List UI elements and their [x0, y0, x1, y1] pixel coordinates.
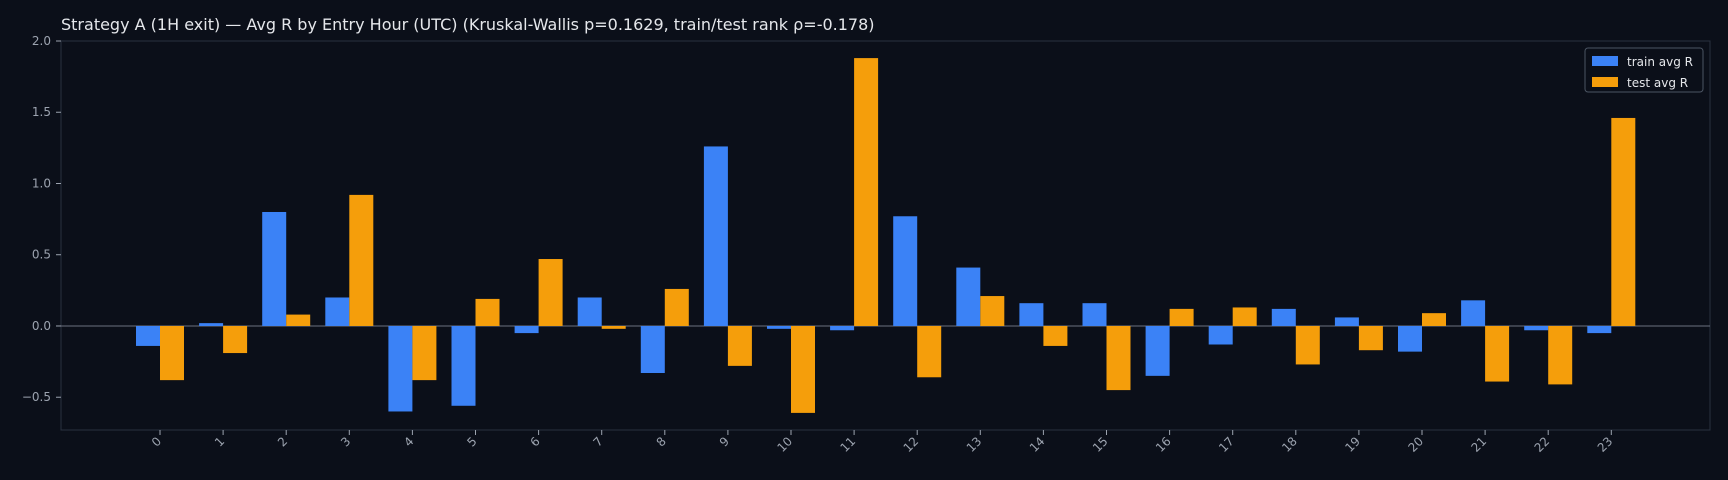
y-tick-label: 0.0	[32, 319, 51, 333]
x-tick-label: 21	[1469, 434, 1490, 455]
x-tick-label: 6	[527, 434, 542, 449]
x-tick-label: 22	[1532, 434, 1553, 455]
test-bar-hour-21	[1485, 325, 1510, 382]
y-tick-label: 0.5	[32, 248, 51, 262]
y-tick-label: 1.5	[32, 105, 51, 119]
train-bar-hour-10	[767, 325, 791, 329]
x-tick-label: 11	[838, 434, 859, 455]
x-tick-label: 4	[401, 434, 416, 449]
x-tick-label: 2	[275, 434, 290, 449]
y-tick-label: 1.0	[32, 176, 51, 190]
test-bar-hour-11	[854, 58, 879, 326]
x-tick-label: 14	[1027, 434, 1048, 455]
test-bar-hour-18	[1295, 325, 1320, 365]
train-bar-hour-14	[1019, 303, 1044, 326]
train-bar-hour-22	[1524, 325, 1549, 331]
train-bar-hour-20	[1398, 325, 1422, 352]
x-tick-label: 23	[1595, 434, 1616, 455]
train-bar-hour-6	[514, 325, 539, 334]
train-bar-hour-15	[1082, 303, 1107, 326]
test-bar-hour-16	[1169, 308, 1194, 326]
test-bar-hour-2	[286, 314, 311, 326]
train-bar-hour-23	[1587, 325, 1612, 334]
test-bar-hour-1	[223, 325, 248, 354]
test-bar-hour-10	[791, 325, 815, 413]
legend-swatch	[1592, 56, 1618, 66]
x-tick-label: 15	[1090, 434, 1111, 455]
test-bar-hour-8	[664, 288, 689, 326]
y-axis: −0.5 0.0 0.5 1.0 1.5 2.0	[22, 34, 61, 404]
test-bar-hour-22	[1548, 325, 1573, 385]
test-bar-hour-23	[1611, 117, 1636, 326]
x-axis: 0 1 2 3 4 5 6 7 8 9 10 11 12 13 14 15 16 17 18 19 20 21 22 23	[149, 430, 1616, 455]
x-tick-label: 9	[717, 434, 732, 449]
train-bar-hour-18	[1271, 308, 1296, 326]
test-bar-hour-0	[160, 325, 184, 381]
x-tick-label: 13	[964, 434, 985, 455]
legend-label: test avg R	[1627, 76, 1688, 90]
x-tick-label: 1	[212, 434, 227, 449]
test-bar-hour-5	[475, 298, 500, 326]
test-bar-hour-12	[917, 325, 942, 378]
x-tick-label: 8	[654, 434, 669, 449]
train-bar-hour-1	[199, 323, 224, 326]
test-bar-hour-6	[538, 259, 563, 326]
x-tick-label: 0	[149, 434, 164, 449]
x-tick-label: 16	[1153, 434, 1174, 455]
test-bar-hour-9	[727, 325, 752, 366]
train-bar-hour-0	[136, 325, 160, 346]
x-tick-label: 3	[338, 434, 353, 449]
train-bar-hour-12	[893, 216, 918, 326]
train-bar-hour-21	[1461, 300, 1486, 326]
x-tick-label: 18	[1279, 434, 1300, 455]
train-bar-hour-9	[703, 146, 728, 326]
test-bar-hour-3	[349, 194, 374, 326]
y-tick-label: 2.0	[32, 34, 51, 48]
train-bar-hour-8	[640, 325, 665, 374]
train-bar-hour-2	[262, 211, 287, 326]
test-bar-hour-14	[1043, 325, 1068, 346]
x-tick-label: 7	[591, 434, 606, 449]
bars-group	[61, 58, 1710, 413]
train-bar-hour-3	[325, 297, 350, 326]
legend-swatch	[1592, 77, 1618, 87]
x-tick-label: 5	[464, 434, 479, 449]
test-bar-hour-20	[1422, 313, 1446, 326]
chart-title: Strategy A (1H exit) — Avg R by Entry Ho…	[61, 15, 875, 34]
plot-frame	[60, 40, 1711, 431]
train-bar-hour-11	[830, 325, 855, 331]
x-tick-label: 10	[774, 434, 795, 455]
test-bar-hour-15	[1106, 325, 1131, 391]
x-tick-label: 20	[1405, 434, 1426, 455]
train-bar-hour-17	[1208, 325, 1233, 345]
legend: train avg R test avg R	[1584, 47, 1704, 93]
train-bar-hour-16	[1145, 325, 1170, 376]
x-tick-label: 12	[901, 434, 922, 455]
train-bar-hour-7	[577, 297, 602, 326]
legend-label: train avg R	[1627, 55, 1693, 69]
test-bar-hour-19	[1358, 325, 1383, 351]
test-bar-hour-7	[601, 325, 626, 329]
y-tick-label: −0.5	[22, 390, 51, 404]
train-bar-hour-5	[451, 325, 476, 406]
test-bar-hour-17	[1232, 307, 1257, 326]
x-tick-label: 19	[1342, 434, 1363, 455]
train-bar-hour-4	[388, 325, 413, 412]
test-bar-hour-4	[412, 325, 437, 381]
train-bar-hour-13	[956, 267, 981, 326]
train-bar-hour-19	[1334, 317, 1359, 326]
test-bar-hour-13	[980, 296, 1005, 326]
x-tick-label: 17	[1216, 434, 1237, 455]
